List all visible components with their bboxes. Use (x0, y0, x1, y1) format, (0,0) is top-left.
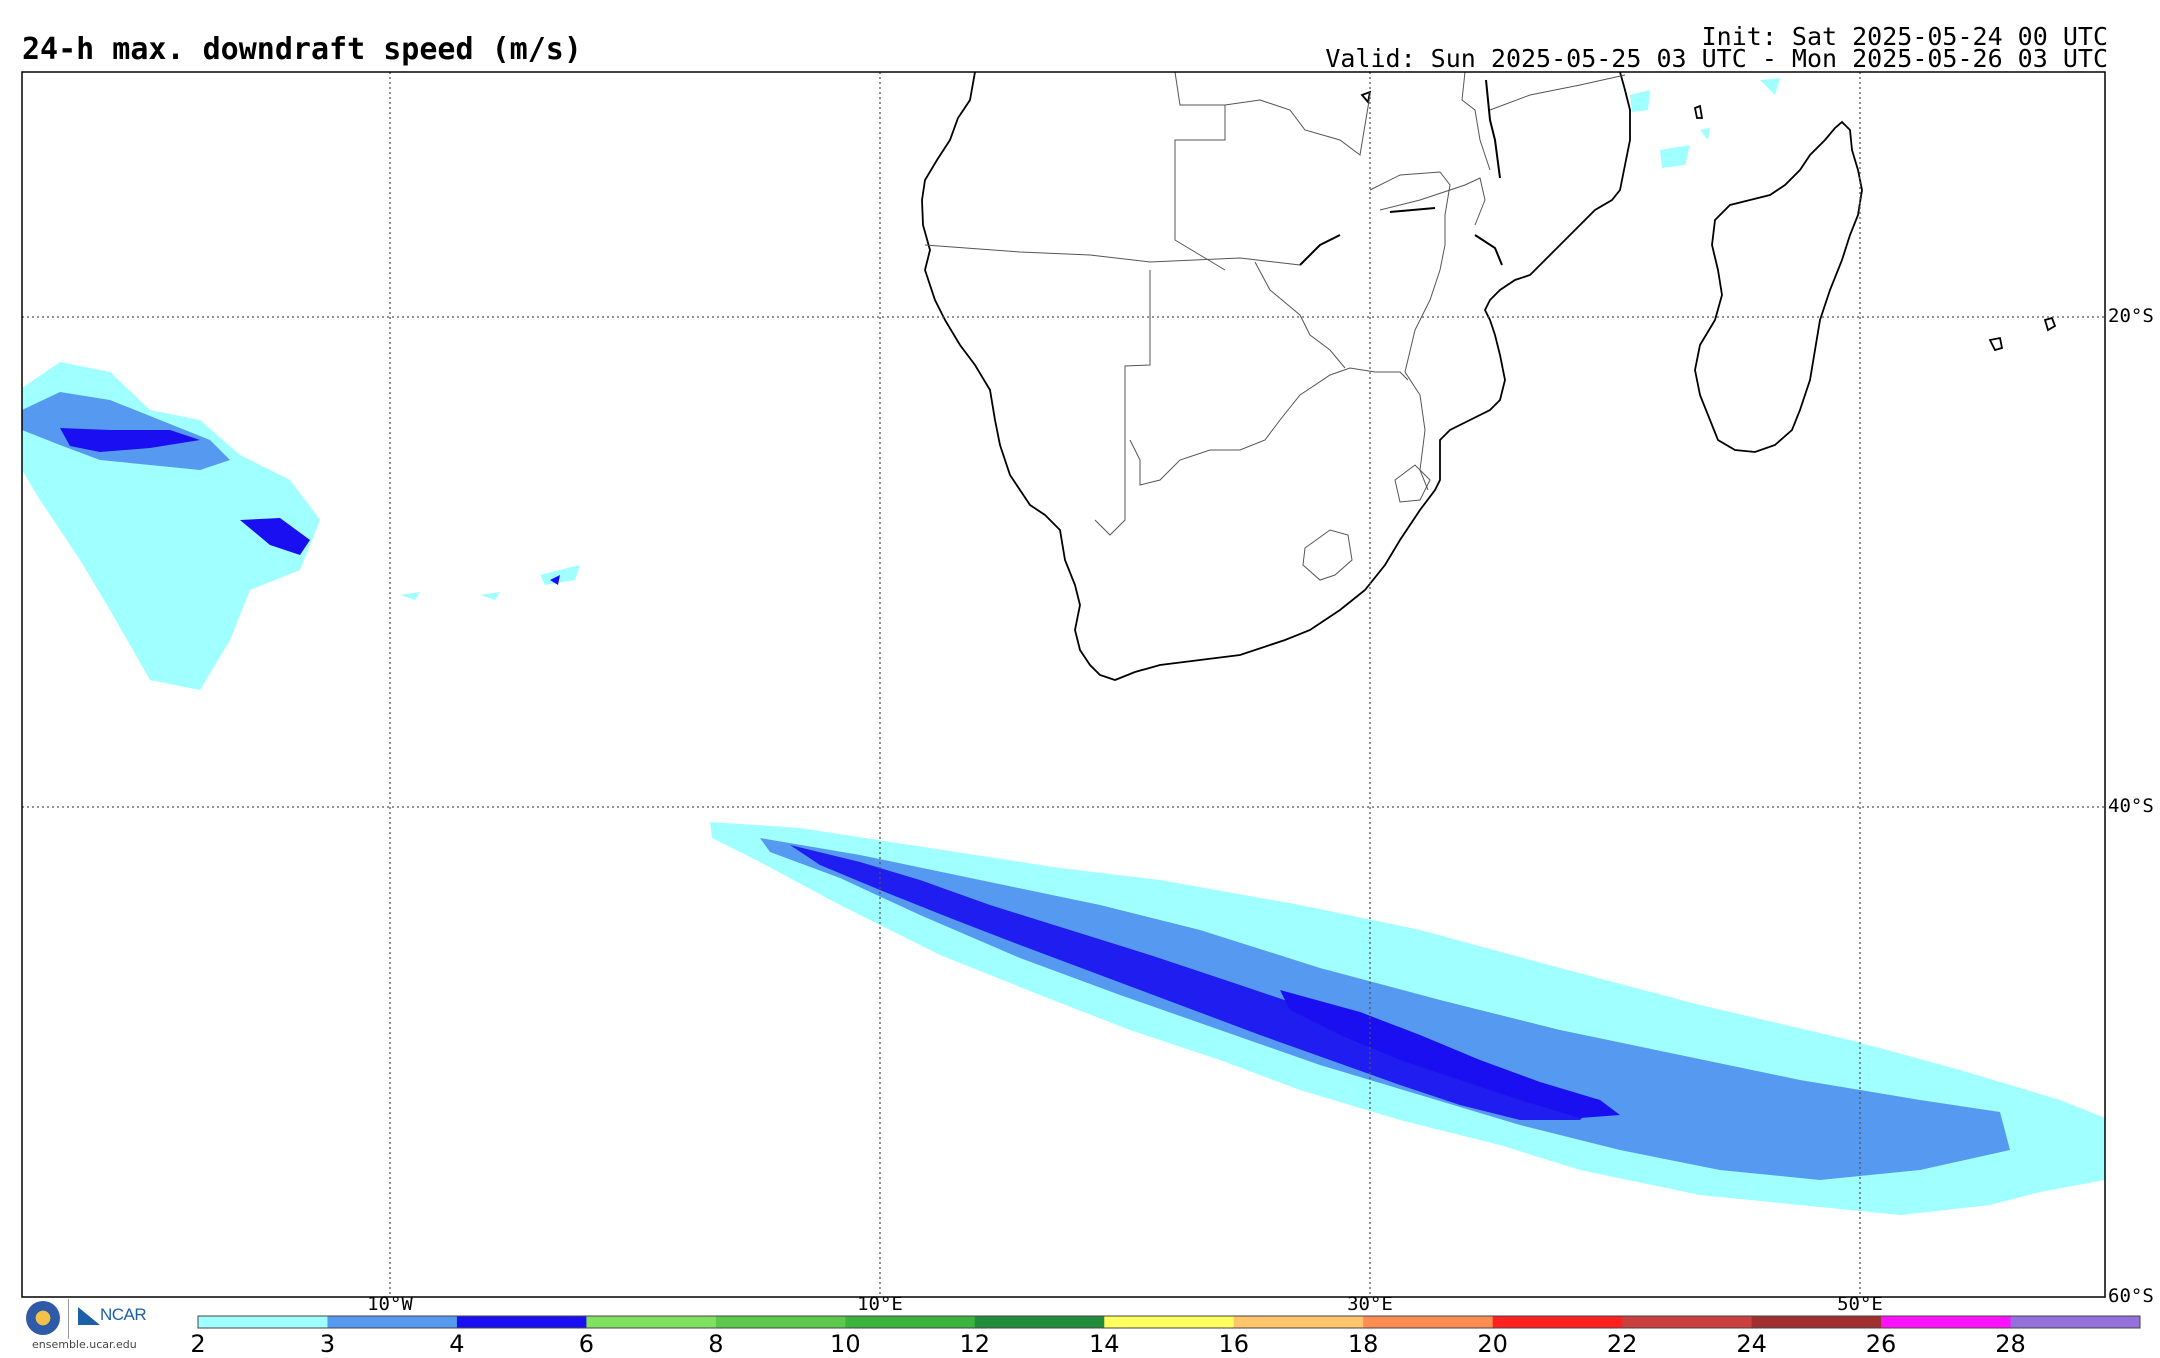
colorbar (198, 1316, 2141, 1328)
colorbar-swatch (456, 1316, 587, 1328)
lon-label-10w: 10°W (367, 1293, 413, 1315)
lat-label-40s: 40°S (2108, 795, 2154, 817)
colorbar-swatch (1104, 1316, 1235, 1328)
colorbar-swatch (1233, 1316, 1364, 1328)
valid-time-range: Valid: Sun 2025-05-25 03 UTC - Mon 2025-… (1325, 44, 2108, 73)
colorbar-tick-label: 2 (190, 1330, 206, 1358)
patch-west-level-4-6b (240, 518, 310, 555)
colorbar-swatch (327, 1316, 458, 1328)
ncar-logo-text: NCAR (100, 1305, 147, 1324)
lon-label-30e: 30°E (1347, 1293, 1393, 1315)
colorbar-tick-label: 28 (1995, 1330, 2026, 1358)
patch-west-level-4-6 (60, 428, 200, 452)
africa-coastline (921, 72, 1631, 681)
colorbar-tick-label: 3 (319, 1330, 336, 1358)
colorbar-swatch (586, 1316, 717, 1328)
colorbar-tick-label: 18 (1347, 1330, 1379, 1358)
madagascar-coastline (1694, 120, 1863, 453)
lat-label-20s: 20°S (2108, 305, 2154, 327)
chart-title: 24-h max. downdraft speed (m/s) (22, 32, 582, 67)
downdraft-patch-west (22, 362, 580, 690)
init-time: Init: Sat 2025-05-24 00 UTC (1701, 22, 2108, 51)
colorbar-tick-label: 26 (1865, 1330, 1897, 1358)
patch-west-dots-dark (550, 575, 560, 585)
colorbar-tick-label: 24 (1736, 1330, 1767, 1358)
lon-label-10e: 10°E (857, 1293, 903, 1315)
graticule (22, 72, 2105, 1297)
colorbar-tick-label: 6 (578, 1330, 595, 1358)
downdraft-cells-north-madagascar (1630, 78, 1780, 168)
colorbar-swatch (1622, 1316, 1753, 1328)
colorbar-swatch (715, 1316, 846, 1328)
colorbar-tick-label: 22 (1606, 1330, 1638, 1358)
colorbar-frame (197, 1315, 2141, 1329)
colorbar-tick-label: 20 (1477, 1330, 1508, 1358)
lon-label-50e: 50°E (1837, 1293, 1883, 1315)
colorbar-tick-label: 8 (708, 1330, 724, 1358)
ensemble-url: ensemble.ucar.edu (32, 1338, 137, 1351)
colorbar-swatch (974, 1316, 1105, 1328)
lakes (1299, 79, 1503, 266)
colorbar-swatch (1881, 1316, 2012, 1328)
nsf-logo-icon (26, 1301, 60, 1335)
colorbar-swatch (1751, 1316, 1882, 1328)
logo-strip: NCAR ensemble.ucar.edu (22, 1297, 162, 1351)
downdraft-band-south-atlantic (710, 822, 2105, 1215)
patch-west-dots (400, 565, 580, 600)
ncar-logo-icon (78, 1307, 100, 1325)
colorbar-tick-label: 14 (1088, 1330, 1120, 1358)
band-level-3-4 (760, 838, 2010, 1180)
colorbar-tick-label: 4 (449, 1330, 465, 1358)
colorbar-swatch (845, 1316, 976, 1328)
data-layer (22, 72, 2105, 1215)
colorbar-swatch (1492, 1316, 1623, 1328)
lat-label-60s: 60°S (2108, 1285, 2154, 1307)
band-core (1280, 990, 1620, 1118)
colorbar-tick-label: 12 (959, 1330, 991, 1358)
colorbar-swatch (198, 1316, 328, 1328)
colorbar-tick-label: 16 (1218, 1330, 1249, 1358)
country-borders (924, 72, 1626, 581)
colorbar-swatch (2010, 1316, 2141, 1328)
colorbar-swatch (1363, 1316, 1494, 1328)
map-frame (21, 71, 2106, 1298)
logo-divider (68, 1299, 69, 1339)
small-islands (1360, 90, 2057, 352)
colorbar-tick-label: 10 (830, 1330, 861, 1358)
